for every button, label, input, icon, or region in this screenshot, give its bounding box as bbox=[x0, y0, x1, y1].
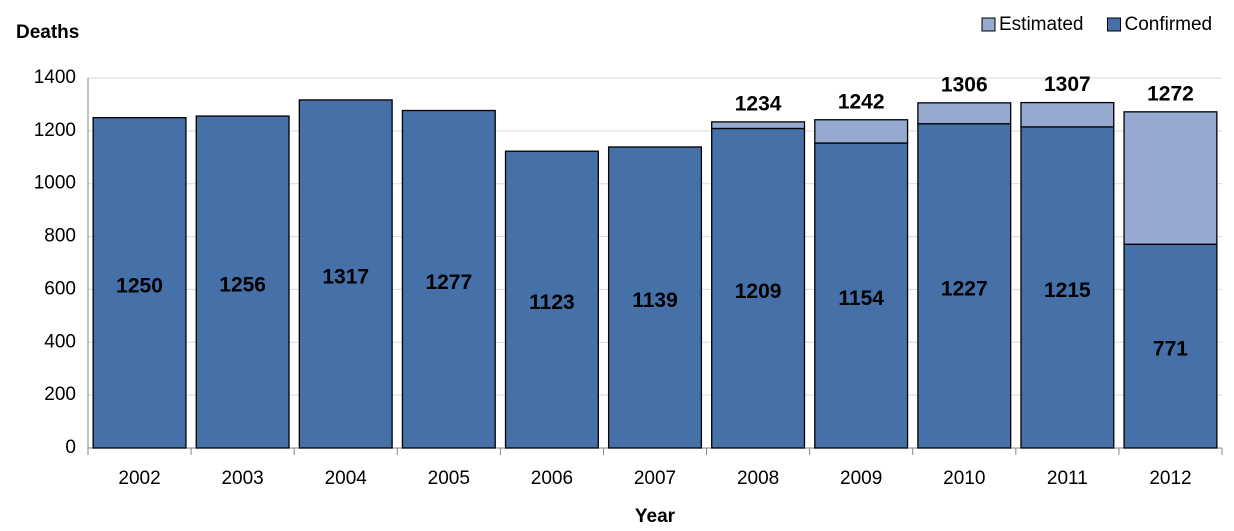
total-label: 1234 bbox=[735, 92, 782, 115]
bar-segment bbox=[401, 109, 496, 449]
total-label: 1242 bbox=[838, 90, 885, 113]
y-tick-label: 1200 bbox=[34, 120, 76, 141]
value-label: 1215 bbox=[1044, 279, 1091, 302]
y-tick-label: 400 bbox=[44, 331, 76, 352]
y-tick-label: 200 bbox=[44, 384, 76, 405]
legend-label: Confirmed bbox=[1124, 14, 1212, 35]
total-label: 1307 bbox=[1044, 73, 1091, 96]
bar-segment bbox=[814, 119, 909, 144]
y-tick-label: 600 bbox=[44, 278, 76, 299]
bar-segment bbox=[711, 127, 806, 449]
x-tick-label: 2002 bbox=[118, 468, 160, 489]
value-label: 1154 bbox=[838, 287, 884, 310]
x-tick-label: 2009 bbox=[840, 468, 882, 489]
x-tick-label: 2007 bbox=[634, 468, 676, 489]
legend-label: Estimated bbox=[999, 14, 1083, 35]
value-label: 1256 bbox=[219, 274, 266, 297]
x-tick-label: 2008 bbox=[737, 468, 779, 489]
y-tick-label: 800 bbox=[44, 226, 76, 247]
x-tick-label: 2004 bbox=[325, 468, 368, 489]
bar-segment bbox=[1123, 111, 1218, 245]
value-label: 771 bbox=[1153, 338, 1188, 361]
y-tick-label: 1400 bbox=[34, 67, 76, 88]
y-tick-label: 1000 bbox=[34, 173, 76, 194]
bar-segment bbox=[917, 102, 1012, 125]
bar-segment bbox=[711, 121, 806, 130]
bar-segment bbox=[92, 116, 187, 449]
bar-segment bbox=[1020, 101, 1115, 128]
value-label: 1317 bbox=[322, 266, 369, 289]
x-tick-label: 2011 bbox=[1047, 468, 1088, 489]
x-axis-label: Year bbox=[635, 506, 676, 527]
x-tick-label: 2005 bbox=[428, 468, 470, 489]
x-tick-label: 2010 bbox=[943, 468, 985, 489]
total-label: 1306 bbox=[941, 73, 988, 96]
bar-segment bbox=[607, 146, 703, 449]
x-tick-label: 2003 bbox=[221, 468, 263, 489]
x-tick-label: 2012 bbox=[1149, 468, 1191, 489]
x-tick-label: 2006 bbox=[531, 468, 573, 489]
legend-swatch bbox=[981, 17, 996, 32]
y-tick-label: 0 bbox=[65, 437, 76, 458]
bar-segment bbox=[814, 142, 909, 449]
value-label: 1123 bbox=[529, 291, 575, 314]
bar-segment bbox=[195, 115, 290, 449]
value-label: 1277 bbox=[425, 271, 472, 294]
value-label: 1139 bbox=[632, 289, 678, 312]
y-axis-label: Deaths bbox=[16, 22, 79, 43]
bar-segment bbox=[1020, 126, 1115, 449]
value-label: 1250 bbox=[116, 274, 163, 297]
legend-swatch bbox=[1106, 17, 1121, 32]
total-label: 1272 bbox=[1147, 82, 1194, 105]
value-label: 1209 bbox=[735, 280, 782, 303]
bar-segment bbox=[504, 150, 599, 449]
bar-segment bbox=[917, 123, 1012, 449]
value-label: 1227 bbox=[941, 277, 988, 300]
bar-segment bbox=[298, 99, 393, 449]
